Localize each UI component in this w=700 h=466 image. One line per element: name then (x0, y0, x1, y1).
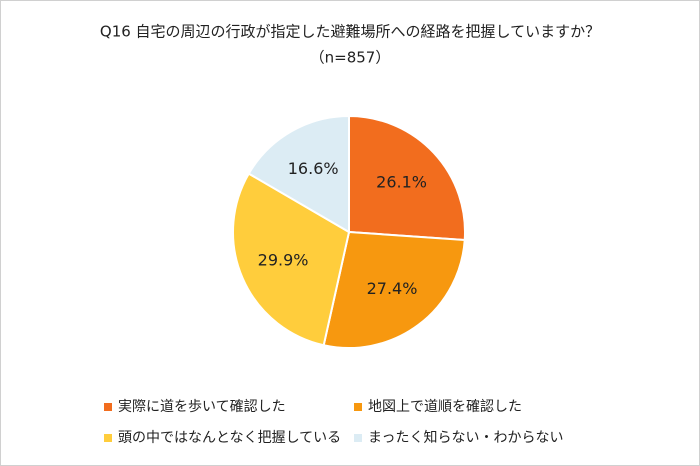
legend-marker (104, 434, 112, 442)
legend-label: 実際に道を歩いて確認した (118, 399, 286, 415)
slice-label: 16.6% (288, 159, 339, 178)
legend-marker (104, 403, 112, 411)
pie-slice (247, 114, 350, 234)
legend-marker (354, 434, 362, 442)
legend-label: 地図上で道順を確認した (368, 399, 522, 415)
slice-label: 29.9% (258, 250, 309, 269)
legend-marker (354, 403, 362, 411)
chart-title: Q16 自宅の周辺の行政が指定した避難場所への経路を把握していますか？ (100, 23, 600, 41)
legend-label: まったく知らない・わからない (368, 429, 563, 446)
chart-subtitle: （n=857） (310, 49, 391, 67)
pie-slice (232, 172, 351, 347)
slice-label: 26.1% (376, 172, 427, 191)
slice-label: 27.4% (367, 279, 418, 298)
pie-slice (322, 230, 466, 349)
pie-slice (348, 114, 466, 242)
legend-label: 頭の中ではなんとなく把握している (118, 430, 341, 446)
